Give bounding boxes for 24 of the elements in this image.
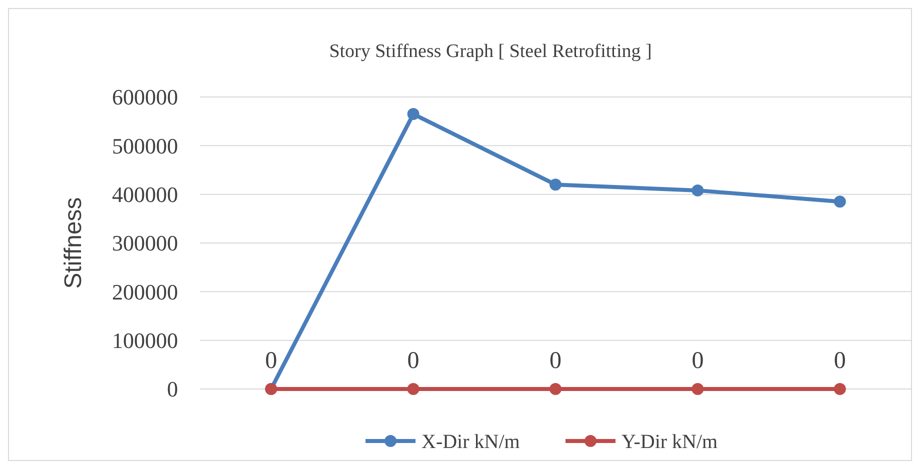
data-label: 0 xyxy=(834,348,846,374)
y-tick-label: 200000 xyxy=(112,279,178,304)
y-tick-label: 0 xyxy=(167,376,178,402)
chart-title: Story Stiffness Graph [ Steel Retrofitting ] xyxy=(329,41,652,62)
point xyxy=(834,196,846,208)
point xyxy=(834,383,846,395)
y-axis-title: Stiffness xyxy=(60,197,87,289)
y-tick-label: 500000 xyxy=(112,133,178,158)
data-label: 0 xyxy=(265,348,278,374)
data-label: 0 xyxy=(407,348,420,374)
point xyxy=(550,178,562,191)
data-label: 0 xyxy=(692,348,704,374)
legend-label: Y-Dir kN/m xyxy=(622,431,718,453)
point xyxy=(407,383,420,395)
data-label: 0 xyxy=(550,348,562,374)
y-tick-label: 100000 xyxy=(112,328,178,354)
point xyxy=(692,184,704,196)
legend-label: X-Dir kN/m xyxy=(422,431,520,453)
y-tick-label: 300000 xyxy=(112,230,178,256)
point xyxy=(550,383,562,395)
y-tick-label: 400000 xyxy=(112,182,178,208)
point xyxy=(407,108,420,120)
y-tick-label: 600000 xyxy=(112,84,178,110)
point xyxy=(692,383,704,395)
